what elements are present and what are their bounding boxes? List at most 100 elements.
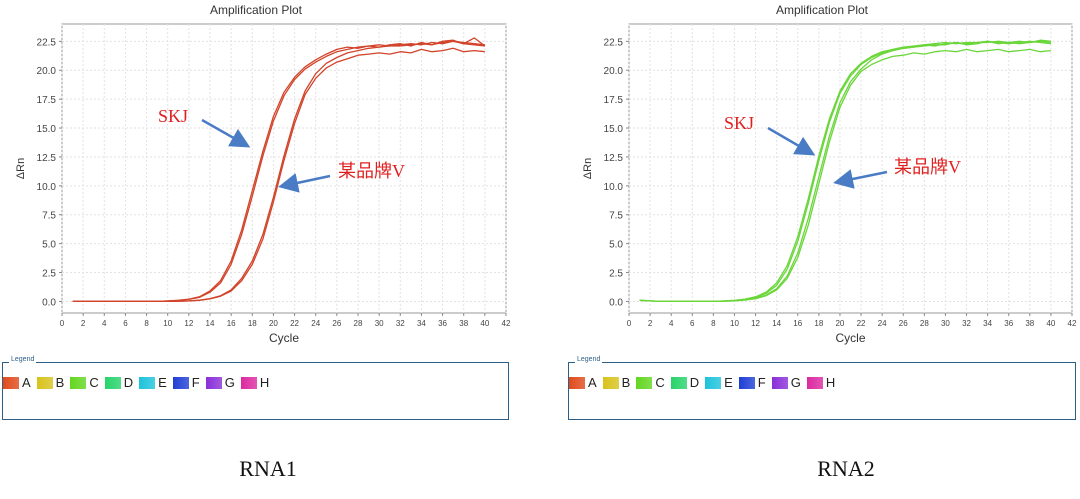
legend-item: B	[602, 375, 630, 390]
annotation-arrow	[833, 169, 888, 189]
legend-swatch	[172, 376, 189, 389]
y-tick-label: 17.5	[604, 95, 624, 106]
x-tick-label: 16	[793, 319, 802, 328]
x-tick-label: 6	[123, 319, 128, 328]
legend-label: C	[655, 375, 665, 390]
legend-item: A	[569, 375, 597, 390]
legend-label: H	[825, 375, 836, 390]
x-tick-label: 16	[227, 319, 236, 328]
legend-title: Legend	[9, 356, 37, 363]
y-tick-label: 12.5	[604, 153, 624, 164]
legend-item: G	[771, 375, 801, 390]
legend-label: F	[757, 375, 766, 390]
y-tick-label: 2.5	[609, 269, 623, 280]
x-tick-label: 18	[814, 319, 823, 328]
y-tick-label: 10.0	[37, 182, 57, 193]
x-tick-label: 28	[920, 319, 929, 328]
x-tick-label: 38	[1025, 319, 1034, 328]
x-tick-label: 28	[354, 319, 363, 328]
legend-item: D	[104, 375, 134, 390]
chart-panel-rna1: Amplification Plot 0 2 4 6 8 10 12 14 16 18 20 22 24 2…	[2, 3, 511, 481]
x-tick-label: 26	[899, 319, 908, 328]
x-tick-label: 10	[730, 319, 739, 328]
x-tick-label: 32	[962, 319, 971, 328]
legend-swatch	[70, 376, 87, 389]
x-tick-label: 42	[502, 319, 511, 328]
legend-item: A	[3, 375, 31, 390]
y-tick-label: 20.0	[604, 66, 624, 77]
x-tick-label: 12	[184, 319, 193, 328]
x-tick-label: 12	[751, 319, 760, 328]
legend-item: C	[636, 375, 665, 390]
x-tick-label: 40	[1046, 319, 1055, 328]
legend-swatch	[569, 376, 585, 389]
legend-item: B	[36, 375, 64, 390]
legend-swatch	[139, 376, 156, 389]
x-tick-label: 24	[311, 319, 320, 328]
x-tick-label: 8	[711, 319, 716, 328]
legend-label: C	[89, 375, 99, 390]
legend-item: E	[139, 375, 167, 390]
y-tick-label: 20.0	[37, 66, 57, 77]
legend-swatch	[636, 376, 653, 389]
legend-swatch	[771, 376, 788, 389]
y-tick-label: 5.0	[42, 240, 56, 251]
y-tick-label: 7.5	[609, 211, 623, 222]
x-tick-label: 18	[248, 319, 257, 328]
chart-title: Amplification Plot	[776, 3, 869, 17]
x-tick-label: 4	[669, 319, 674, 328]
x-tick-label: 8	[144, 319, 149, 328]
y-axis-label: ΔRn	[15, 158, 27, 179]
legend-swatch	[738, 376, 755, 389]
legend-label: D	[689, 375, 700, 390]
y-tick-label: 12.5	[37, 153, 57, 164]
y-tick-label: 0.0	[42, 297, 56, 308]
legend-items: A B C D E F G H	[3, 375, 275, 390]
panel-caption: RNA2	[817, 456, 875, 481]
legend-label: E	[158, 375, 167, 390]
legend-swatch	[806, 376, 823, 389]
legend-item: F	[172, 375, 200, 390]
x-tick-label: 40	[480, 319, 489, 328]
legend-item: H	[806, 375, 836, 390]
legend-label: D	[123, 375, 134, 390]
x-tick-label: 10	[163, 319, 172, 328]
y-tick-label: 0.0	[609, 297, 623, 308]
legend-box: Legend A B C D E F G H	[2, 356, 509, 420]
series-line	[639, 48, 1051, 303]
x-tick-label: 14	[206, 319, 215, 328]
legend-item: E	[705, 375, 733, 390]
legend-swatch	[36, 376, 53, 389]
legend-swatch	[240, 376, 257, 389]
legend-title: Legend	[575, 356, 603, 363]
annotation-arrow	[201, 118, 251, 148]
x-tick-label: 22	[290, 319, 299, 328]
legend-label: H	[259, 375, 270, 390]
annotation-label: SKJ	[158, 106, 188, 126]
panel-caption: RNA1	[239, 456, 297, 481]
x-tick-label: 42	[1068, 319, 1077, 328]
x-tick-label: 30	[941, 319, 950, 328]
y-tick-label: 5.0	[609, 240, 623, 251]
legend-swatch	[670, 376, 687, 389]
x-tick-label: 30	[375, 319, 384, 328]
legend-swatch	[205, 376, 222, 389]
y-tick-label: 22.5	[604, 37, 624, 48]
legend-label: E	[724, 375, 733, 390]
y-tick-label: 7.5	[42, 211, 56, 222]
legend-swatch	[104, 376, 121, 389]
x-tick-label: 14	[772, 319, 781, 328]
x-tick-label: 6	[690, 319, 695, 328]
x-tick-label: 20	[269, 319, 278, 328]
legend-box: Legend A B C D E F G H	[568, 356, 1076, 420]
x-tick-label: 36	[438, 319, 447, 328]
y-tick-label: 15.0	[604, 124, 624, 135]
x-tick-label: 32	[396, 319, 405, 328]
x-tick-label: 36	[1004, 319, 1013, 328]
y-tick-label: 22.5	[37, 37, 57, 48]
legend-item: H	[240, 375, 270, 390]
annotation-arrow	[278, 173, 331, 193]
y-tick-label: 2.5	[42, 269, 56, 280]
